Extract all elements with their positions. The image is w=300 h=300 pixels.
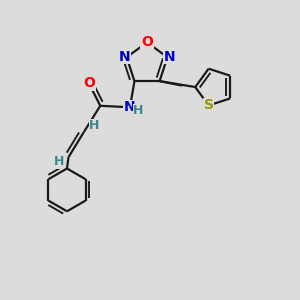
Text: O: O [83, 76, 95, 91]
Text: O: O [141, 35, 153, 50]
Text: N: N [119, 50, 130, 64]
Text: H: H [53, 155, 64, 168]
Text: N: N [164, 50, 175, 64]
Text: S: S [204, 98, 214, 112]
Text: H: H [133, 104, 143, 117]
Text: H: H [89, 119, 100, 132]
Text: N: N [124, 100, 136, 114]
